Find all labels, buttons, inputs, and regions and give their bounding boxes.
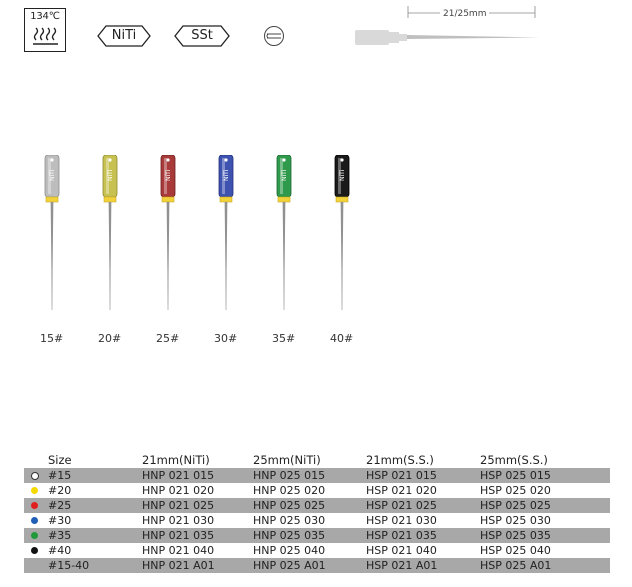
code-21mm-niti-cell: HNP 021 025 — [142, 499, 215, 512]
code-25mm-niti-cell: HNP 025 030 — [253, 514, 326, 527]
code-21mm-niti-cell: HNP 021 020 — [142, 484, 215, 497]
table-row: #35 HNP 021 035 HNP 025 035 HSP 021 035 HSP … — [24, 528, 610, 543]
code-25mm-ss-cell: HSP 025 025 — [480, 499, 551, 512]
table-header-row: Size 21mm(NiTi) 25mm(NiTi) 21mm(S.S.) 25… — [24, 452, 610, 468]
code-25mm-niti-cell: HNP 025 015 — [253, 469, 326, 482]
steam-waves-icon — [33, 27, 58, 45]
code-25mm-ss-cell: HSP 025 035 — [480, 529, 551, 542]
code-21mm-niti-cell: HNP 021 030 — [142, 514, 215, 527]
column-header-21mm-ss: 21mm(S.S.) — [366, 453, 434, 467]
code-25mm-ss-cell: HSP 025 015 — [480, 469, 551, 482]
table-row: #20 HNP 021 020 HNP 025 020 HSP 021 020 HSP … — [24, 483, 610, 498]
code-25mm-ss-cell: HSP 025 020 — [480, 484, 551, 497]
code-25mm-niti-cell: HNP 025 020 — [253, 484, 326, 497]
sterilization-temp: 134℃ — [30, 11, 60, 22]
sterilization-icon: 134℃ — [24, 8, 66, 52]
size-color-dot-icon — [31, 517, 38, 524]
material-niti-label: NiTi — [111, 28, 137, 43]
handle-brand-text: NiTi — [165, 169, 172, 181]
column-header-21mm-niti: 21mm(NiTi) — [142, 453, 210, 467]
code-21mm-ss-cell: HSP 021 040 — [366, 544, 437, 557]
file-size-label: 40# — [330, 332, 354, 345]
file-size-label: 25# — [156, 332, 180, 345]
file-length-diagram — [355, 6, 540, 45]
code-25mm-ss-cell: HSP 025 A01 — [480, 559, 552, 572]
size-cell: #25 — [48, 499, 72, 512]
code-21mm-niti-cell: HNP 021 015 — [142, 469, 215, 482]
code-21mm-ss-cell: HSP 021 A01 — [366, 559, 438, 572]
file-image: NiTi — [100, 155, 120, 315]
table-row: #15-40 HNP 021 A01 HNP 025 A01 HSP 021 A01 H… — [24, 558, 610, 573]
file-image: NiTi — [274, 155, 294, 315]
file-size-label: 30# — [214, 332, 238, 345]
size-color-dot-icon — [31, 487, 38, 494]
hexagon-badge-icon — [174, 25, 230, 47]
column-header-25mm-niti: 25mm(NiTi) — [253, 453, 321, 467]
handle-brand-text: NiTi — [281, 169, 288, 181]
table-row: #25 HNP 021 025 HNP 025 025 HSP 021 025 HSP … — [24, 498, 610, 513]
code-21mm-niti-cell: HNP 021 035 — [142, 529, 215, 542]
size-color-dot-icon — [31, 547, 38, 554]
code-25mm-niti-cell: HNP 025 040 — [253, 544, 326, 557]
code-21mm-ss-cell: HSP 021 020 — [366, 484, 437, 497]
file-image: NiTi — [332, 155, 352, 315]
file-length-label: 21/25mm — [440, 9, 490, 19]
column-header-25mm-ss: 25mm(S.S.) — [480, 453, 548, 467]
file-size-label: 15# — [40, 332, 64, 345]
table-row: #30 HNP 021 030 HNP 025 030 HSP 021 030 HSP … — [24, 513, 610, 528]
handle-brand-text: NiTi — [339, 169, 346, 181]
size-color-dot-icon — [31, 472, 39, 480]
hexagon-badge-icon — [97, 25, 151, 47]
size-color-dot-icon — [31, 532, 38, 539]
material-sst-label: SSt — [191, 28, 213, 43]
cross-section-icon — [264, 26, 284, 46]
table-row: #40 HNP 021 040 HNP 025 040 HSP 021 040 HSP … — [24, 543, 610, 558]
column-header-size: Size — [48, 453, 72, 467]
code-25mm-niti-cell: HNP 025 A01 — [253, 559, 326, 572]
material-niti-badge: NiTi — [97, 25, 151, 47]
table-body: #15 HNP 021 015 HNP 025 015 HSP 021 015 HSP … — [24, 468, 610, 573]
file-image: NiTi — [158, 155, 178, 315]
product-table: Size 21mm(NiTi) 25mm(NiTi) 21mm(S.S.) 25… — [24, 452, 610, 573]
size-cell: #30 — [48, 514, 72, 527]
size-cell: #35 — [48, 529, 72, 542]
file-image: NiTi — [42, 155, 62, 315]
handle-brand-text: NiTi — [49, 169, 56, 181]
file-image: NiTi — [216, 155, 236, 315]
size-color-dot-icon — [31, 502, 38, 509]
handle-brand-text: NiTi — [107, 169, 114, 181]
code-21mm-ss-cell: HSP 021 030 — [366, 514, 437, 527]
handle-brand-text: NiTi — [223, 169, 230, 181]
code-21mm-ss-cell: HSP 021 025 — [366, 499, 437, 512]
code-21mm-niti-cell: HNP 021 040 — [142, 544, 215, 557]
material-sst-badge: SSt — [174, 25, 230, 47]
size-cell: #15-40 — [48, 559, 90, 572]
code-21mm-niti-cell: HNP 021 A01 — [142, 559, 215, 572]
code-25mm-ss-cell: HSP 025 040 — [480, 544, 551, 557]
file-size-label: 20# — [98, 332, 122, 345]
table-row: #15 HNP 021 015 HNP 025 015 HSP 021 015 HSP … — [24, 468, 610, 483]
code-25mm-niti-cell: HNP 025 025 — [253, 499, 326, 512]
code-21mm-ss-cell: HSP 021 035 — [366, 529, 437, 542]
code-25mm-niti-cell: HNP 025 035 — [253, 529, 326, 542]
code-25mm-ss-cell: HSP 025 030 — [480, 514, 551, 527]
size-cell: #15 — [48, 469, 72, 482]
code-21mm-ss-cell: HSP 021 015 — [366, 469, 437, 482]
file-size-label: 35# — [272, 332, 296, 345]
size-cell: #40 — [48, 544, 72, 557]
size-cell: #20 — [48, 484, 72, 497]
